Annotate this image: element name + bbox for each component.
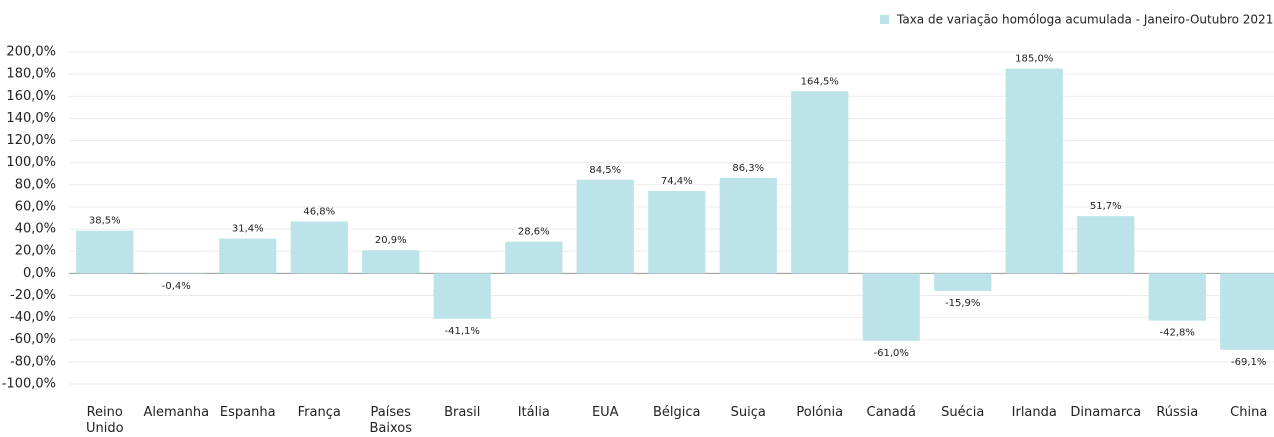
- x-tick-label: Suiça: [713, 405, 785, 421]
- x-tick-label: Brasil: [427, 405, 499, 421]
- x-tick-label: Canadá: [856, 405, 928, 421]
- legend-label: Taxa de variação homóloga acumulada - Ja…: [896, 13, 1273, 27]
- y-tick-label: 20,0%: [15, 244, 56, 259]
- data-label: 46,8%: [303, 207, 335, 218]
- x-tick-label: China: [1213, 405, 1274, 421]
- y-tick-label: 60,0%: [15, 199, 56, 214]
- data-label: 84,5%: [589, 165, 621, 176]
- y-tick-label: 0,0%: [23, 266, 56, 281]
- data-label: 164,5%: [801, 76, 839, 87]
- x-tick-label: Polónia: [784, 405, 856, 421]
- x-tick-label: Espanha: [212, 405, 284, 421]
- data-label: -0,4%: [162, 281, 191, 292]
- data-label: -69,1%: [1231, 357, 1266, 368]
- bar: [791, 91, 848, 273]
- data-label: -61,0%: [874, 348, 909, 359]
- bar: [1220, 273, 1274, 349]
- y-tick-label: -80,0%: [10, 354, 56, 369]
- x-tick-label: Itália: [498, 405, 570, 421]
- data-label: -15,9%: [945, 298, 980, 309]
- data-label: 74,4%: [661, 176, 693, 187]
- x-tick-label: Alemanha: [141, 405, 213, 421]
- y-tick-label: -20,0%: [10, 288, 56, 303]
- data-label: -42,8%: [1160, 328, 1195, 339]
- y-tick-label: -100,0%: [2, 377, 56, 392]
- x-tick-label: Irlanda: [999, 405, 1071, 421]
- bar: [219, 239, 276, 274]
- y-tick-label: -60,0%: [10, 332, 56, 347]
- x-tick-label: França: [284, 405, 356, 421]
- x-tick-label: Países Baixos: [355, 405, 427, 437]
- y-tick-label: 100,0%: [6, 155, 56, 170]
- bar: [934, 273, 991, 291]
- bar: [362, 250, 419, 273]
- data-label: 31,4%: [232, 224, 264, 235]
- y-tick-label: 180,0%: [6, 67, 56, 82]
- x-tick-label: Suécia: [927, 405, 999, 421]
- data-label: 38,5%: [89, 216, 121, 227]
- bar: [1149, 273, 1206, 320]
- x-tick-label: Rússia: [1142, 405, 1214, 421]
- y-tick-label: 80,0%: [15, 177, 56, 192]
- y-tick-label: 160,0%: [6, 89, 56, 104]
- bar: [76, 231, 133, 274]
- data-label: 20,9%: [375, 235, 407, 246]
- x-tick-label: EUA: [570, 405, 642, 421]
- data-label: 185,0%: [1015, 54, 1053, 65]
- data-label: 86,3%: [732, 163, 764, 174]
- bar: [1006, 69, 1063, 274]
- bar: [720, 178, 777, 274]
- y-tick-label: 120,0%: [6, 133, 56, 148]
- x-tick-label: Reino Unido: [69, 405, 141, 437]
- bar: [648, 191, 705, 273]
- bar: [1077, 216, 1134, 273]
- bar: [291, 222, 348, 274]
- data-label: 28,6%: [518, 227, 550, 238]
- bar: [434, 273, 491, 318]
- y-tick-label: 40,0%: [15, 222, 56, 237]
- x-tick-label: Bélgica: [641, 405, 713, 421]
- x-tick-label: Dinamarca: [1070, 405, 1142, 421]
- y-tick-label: 200,0%: [6, 45, 56, 60]
- y-tick-label: -40,0%: [10, 310, 56, 325]
- data-label: 51,7%: [1090, 201, 1122, 212]
- bar: [505, 242, 562, 274]
- legend-swatch: [880, 15, 889, 24]
- bar: [577, 180, 634, 274]
- bar: [863, 273, 920, 341]
- y-tick-label: 140,0%: [6, 111, 56, 126]
- data-label: -41,1%: [445, 326, 480, 337]
